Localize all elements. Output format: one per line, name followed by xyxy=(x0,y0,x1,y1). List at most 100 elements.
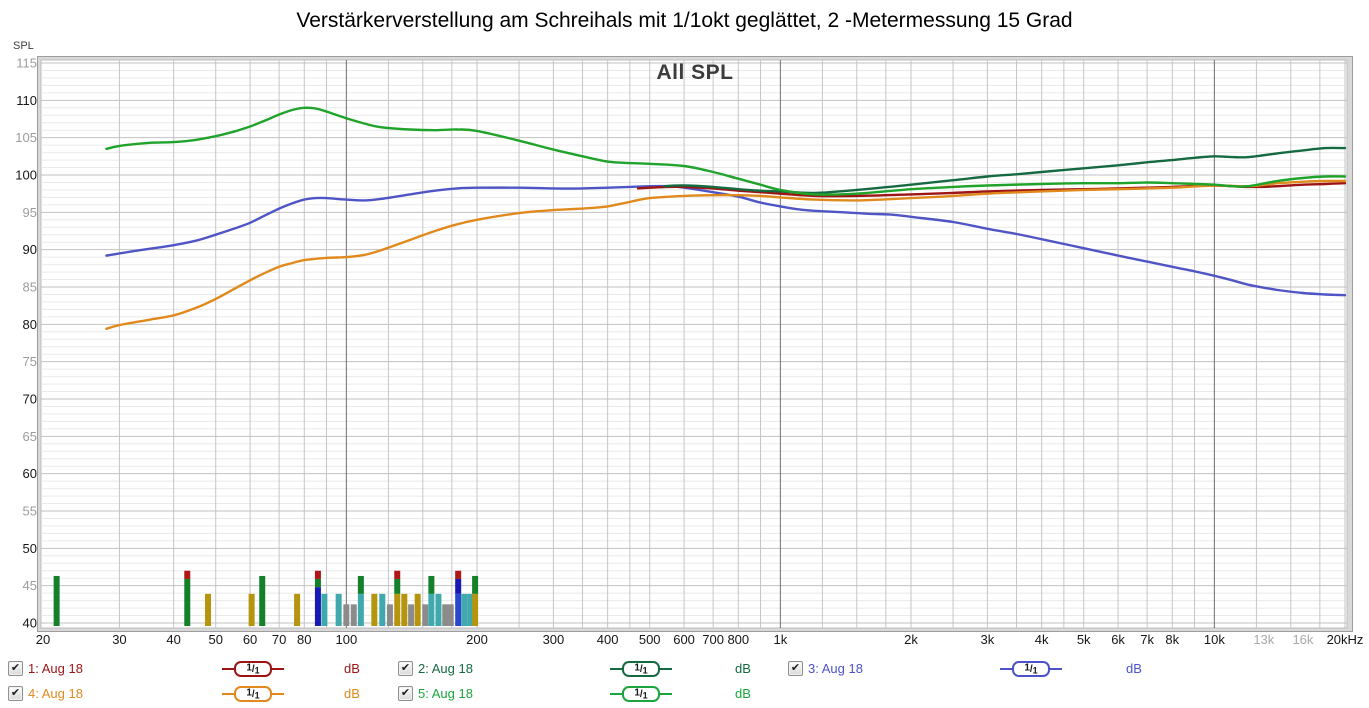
marker-bar xyxy=(386,604,393,626)
marker-bar xyxy=(184,578,191,626)
curve-5-aug-18 xyxy=(105,106,1347,196)
smoothing-value: 1/1 xyxy=(622,661,660,677)
marker-bar xyxy=(357,593,364,626)
smoothing-1-1-icon[interactable]: 1/1 xyxy=(610,661,672,677)
marker-bar xyxy=(335,593,342,626)
marker-bar xyxy=(442,604,449,626)
unit-label: dB xyxy=(344,661,360,676)
x-tick: 20 xyxy=(36,632,50,647)
y-axis-title: SPL xyxy=(13,40,34,52)
smoothing-value: 1/1 xyxy=(622,686,660,702)
y-tick: 55 xyxy=(23,504,37,519)
x-tick: 50 xyxy=(208,632,222,647)
x-tick: 100 xyxy=(336,632,358,647)
marker-bar xyxy=(447,604,454,626)
smoothing-1-1-icon[interactable]: 1/1 xyxy=(610,686,672,702)
marker-bar xyxy=(422,604,429,626)
marker-bar xyxy=(467,593,474,626)
x-tick: 40 xyxy=(166,632,180,647)
x-tick: 3k xyxy=(981,632,995,647)
y-tick: 75 xyxy=(23,354,37,369)
marker-bar xyxy=(294,593,301,626)
marker-bar xyxy=(461,593,468,626)
legend-label-2[interactable]: 2: Aug 18 xyxy=(418,661,473,676)
curve-1-aug-18 xyxy=(636,182,1347,198)
y-tick: 60 xyxy=(23,466,37,481)
legend-checkbox-2[interactable]: ✔ xyxy=(398,661,413,676)
y-tick: 95 xyxy=(23,205,37,220)
legend-label-1[interactable]: 1: Aug 18 xyxy=(28,661,83,676)
x-tick: 700 xyxy=(702,632,724,647)
x-tick: 5k xyxy=(1077,632,1091,647)
smoothing-value: 1/1 xyxy=(234,686,272,702)
x-tick: 300 xyxy=(543,632,565,647)
graph-heading: All SPL xyxy=(656,61,734,84)
x-tick: 4k xyxy=(1035,632,1049,647)
y-tick: 100 xyxy=(15,168,37,183)
x-tick: 60 xyxy=(243,632,257,647)
y-tick: 45 xyxy=(23,578,37,593)
legend-label-5[interactable]: 5: Aug 18 xyxy=(418,686,473,701)
smoothing-1-1-icon[interactable]: 1/1 xyxy=(222,661,284,677)
marker-bar xyxy=(472,575,479,594)
marker-bar xyxy=(314,578,321,588)
smoothing-value: 1/1 xyxy=(234,661,272,677)
marker-bar xyxy=(435,593,442,626)
marker-bar xyxy=(350,604,357,626)
x-tick: 16k xyxy=(1292,632,1313,647)
x-tick: 500 xyxy=(639,632,661,647)
smoothing-1-1-icon[interactable]: 1/1 xyxy=(1000,661,1062,677)
legend-label-4[interactable]: 4: Aug 18 xyxy=(28,686,83,701)
x-tick: 800 xyxy=(727,632,749,647)
marker-bar xyxy=(205,593,212,626)
marker-bar xyxy=(455,578,462,594)
x-tick: 2k xyxy=(904,632,918,647)
x-tick: 6k xyxy=(1111,632,1125,647)
y-tick: 65 xyxy=(23,429,37,444)
y-tick: 80 xyxy=(23,317,37,332)
x-tick: 80 xyxy=(297,632,311,647)
legend-checkbox-1[interactable]: ✔ xyxy=(8,661,23,676)
marker-bar xyxy=(343,604,350,626)
chart-title: Verstärkerverstellung am Schreihals mit … xyxy=(296,9,1073,32)
marker-bar xyxy=(401,593,408,626)
marker-bar xyxy=(184,570,191,579)
legend-label-3[interactable]: 3: Aug 18 xyxy=(808,661,863,676)
marker-bar xyxy=(394,593,401,626)
legend-checkbox-4[interactable]: ✔ xyxy=(8,686,23,701)
x-tick: 70 xyxy=(272,632,286,647)
marker-bar xyxy=(314,587,321,626)
frequency-marker-bars xyxy=(53,570,479,626)
marker-bar xyxy=(472,593,479,626)
gridlines xyxy=(41,60,1347,628)
marker-bar xyxy=(53,575,60,626)
y-tick: 115 xyxy=(16,56,37,71)
y-tick: 40 xyxy=(23,616,37,631)
marker-bar xyxy=(314,570,321,579)
x-tick: 400 xyxy=(597,632,619,647)
marker-bar xyxy=(379,593,386,626)
unit-label: dB xyxy=(735,661,751,676)
x-tick: 20kHz xyxy=(1327,632,1364,647)
legend-checkbox-5[interactable]: ✔ xyxy=(398,686,413,701)
x-tick: 30 xyxy=(112,632,126,647)
unit-label: dB xyxy=(1126,661,1142,676)
x-tick: 200 xyxy=(466,632,488,647)
marker-bar xyxy=(428,593,435,626)
y-axis-ticks: 115 110 105 100 95 90 85 80 75 70 65 60 55 50 45 40 xyxy=(15,56,37,631)
y-tick: 105 xyxy=(15,130,37,145)
y-tick: 50 xyxy=(23,541,37,556)
marker-bar xyxy=(428,575,435,594)
marker-bar xyxy=(248,593,255,626)
smoothing-1-1-icon[interactable]: 1/1 xyxy=(222,686,284,702)
marker-bar xyxy=(408,604,415,626)
marker-bar xyxy=(414,593,421,626)
legend-checkbox-3[interactable]: ✔ xyxy=(788,661,803,676)
x-tick: 600 xyxy=(673,632,695,647)
x-tick: 10k xyxy=(1204,632,1225,647)
x-axis-ticks: 20 30 40 50 60 70 80 100 200 300 400 500 600 700 800 1k… xyxy=(36,632,1364,647)
smoothing-value: 1/1 xyxy=(1012,661,1050,677)
y-tick: 110 xyxy=(16,93,37,108)
